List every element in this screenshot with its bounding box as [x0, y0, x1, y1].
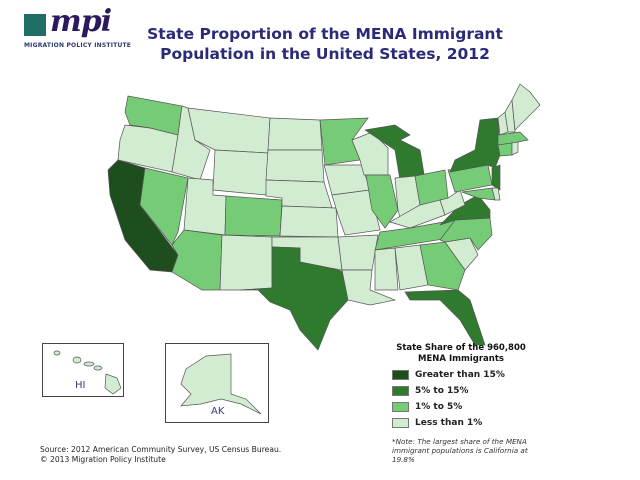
- hawaii-label: HI: [75, 380, 86, 391]
- state-tx: [239, 246, 349, 351]
- state-az: [171, 229, 223, 291]
- state-il: [365, 174, 399, 229]
- state-ms: [374, 247, 399, 291]
- state-nj: [491, 164, 501, 191]
- logo-subtitle: MIGRATION POLICY INSTITUTE: [24, 42, 132, 49]
- state-ar: [337, 234, 379, 271]
- state-ga: [419, 241, 466, 291]
- state-ks: [279, 205, 339, 238]
- alaska-inset: AK: [165, 343, 269, 423]
- alaska-map: [180, 353, 262, 415]
- title-line-1: State Proportion of the MENA Immigrant: [147, 25, 503, 43]
- legend-label: 1% to 5%: [415, 402, 463, 412]
- legend-title: State Share of the 960,800 MENA Immigran…: [386, 343, 536, 365]
- state-sd: [265, 149, 325, 183]
- legend-item-5-to-15: 5% to 15%: [386, 385, 556, 397]
- state-mi: [364, 124, 426, 181]
- copyright-line: © 2013 Migration Policy Institute: [40, 455, 166, 464]
- state-wv: [439, 189, 466, 216]
- state-wy: [212, 149, 269, 196]
- swatch-1-to-5: [392, 402, 409, 412]
- map-title: State Proportion of the MENA Immigrant P…: [140, 24, 510, 64]
- footnote: *Note: The largest share of the MENA imm…: [392, 437, 528, 464]
- state-de: [491, 187, 501, 201]
- legend-item-greater-than-15: Greater than 15%: [386, 369, 556, 381]
- hawaii-inset: HI: [42, 343, 124, 397]
- legend-label: 5% to 15%: [415, 386, 469, 396]
- legend: State Share of the 960,800 MENA Immigran…: [386, 343, 556, 429]
- source-citation: Source: 2012 American Community Survey, …: [40, 445, 281, 465]
- legend-label: Greater than 15%: [415, 370, 505, 380]
- legend-item-1-to-5: 1% to 5%: [386, 401, 556, 413]
- source-line: Source: 2012 American Community Survey, …: [40, 445, 282, 454]
- hawaii-map: [53, 350, 122, 395]
- legend-item-less-than-1: Less than 1%: [386, 417, 556, 429]
- alaska-label: AK: [211, 406, 225, 417]
- state-la: [341, 269, 397, 306]
- state-nm: [219, 234, 273, 291]
- state-ri: [511, 141, 519, 156]
- state-me: [511, 83, 541, 131]
- swatch-5-to-15: [392, 386, 409, 396]
- legend-label: Less than 1%: [415, 418, 483, 428]
- state-nv: [139, 167, 189, 246]
- state-co: [224, 195, 283, 237]
- title-line-2: Population in the United States, 2012: [160, 45, 490, 63]
- state-fl: [404, 289, 486, 346]
- state-ny: [449, 117, 501, 173]
- swatch-greater-than-15: [392, 370, 409, 380]
- state-ma: [497, 131, 529, 146]
- logo-mark-icon: [24, 14, 46, 36]
- logo-text: mpi: [50, 4, 112, 39]
- mpi-logo: mpi MIGRATION POLICY INSTITUTE: [24, 4, 154, 52]
- legend-title-line-2: MENA Immigrants: [418, 354, 504, 364]
- state-nd: [267, 117, 323, 151]
- swatch-less-than-1: [392, 418, 409, 428]
- legend-title-line-1: State Share of the 960,800: [396, 343, 526, 353]
- state-mo: [331, 189, 381, 236]
